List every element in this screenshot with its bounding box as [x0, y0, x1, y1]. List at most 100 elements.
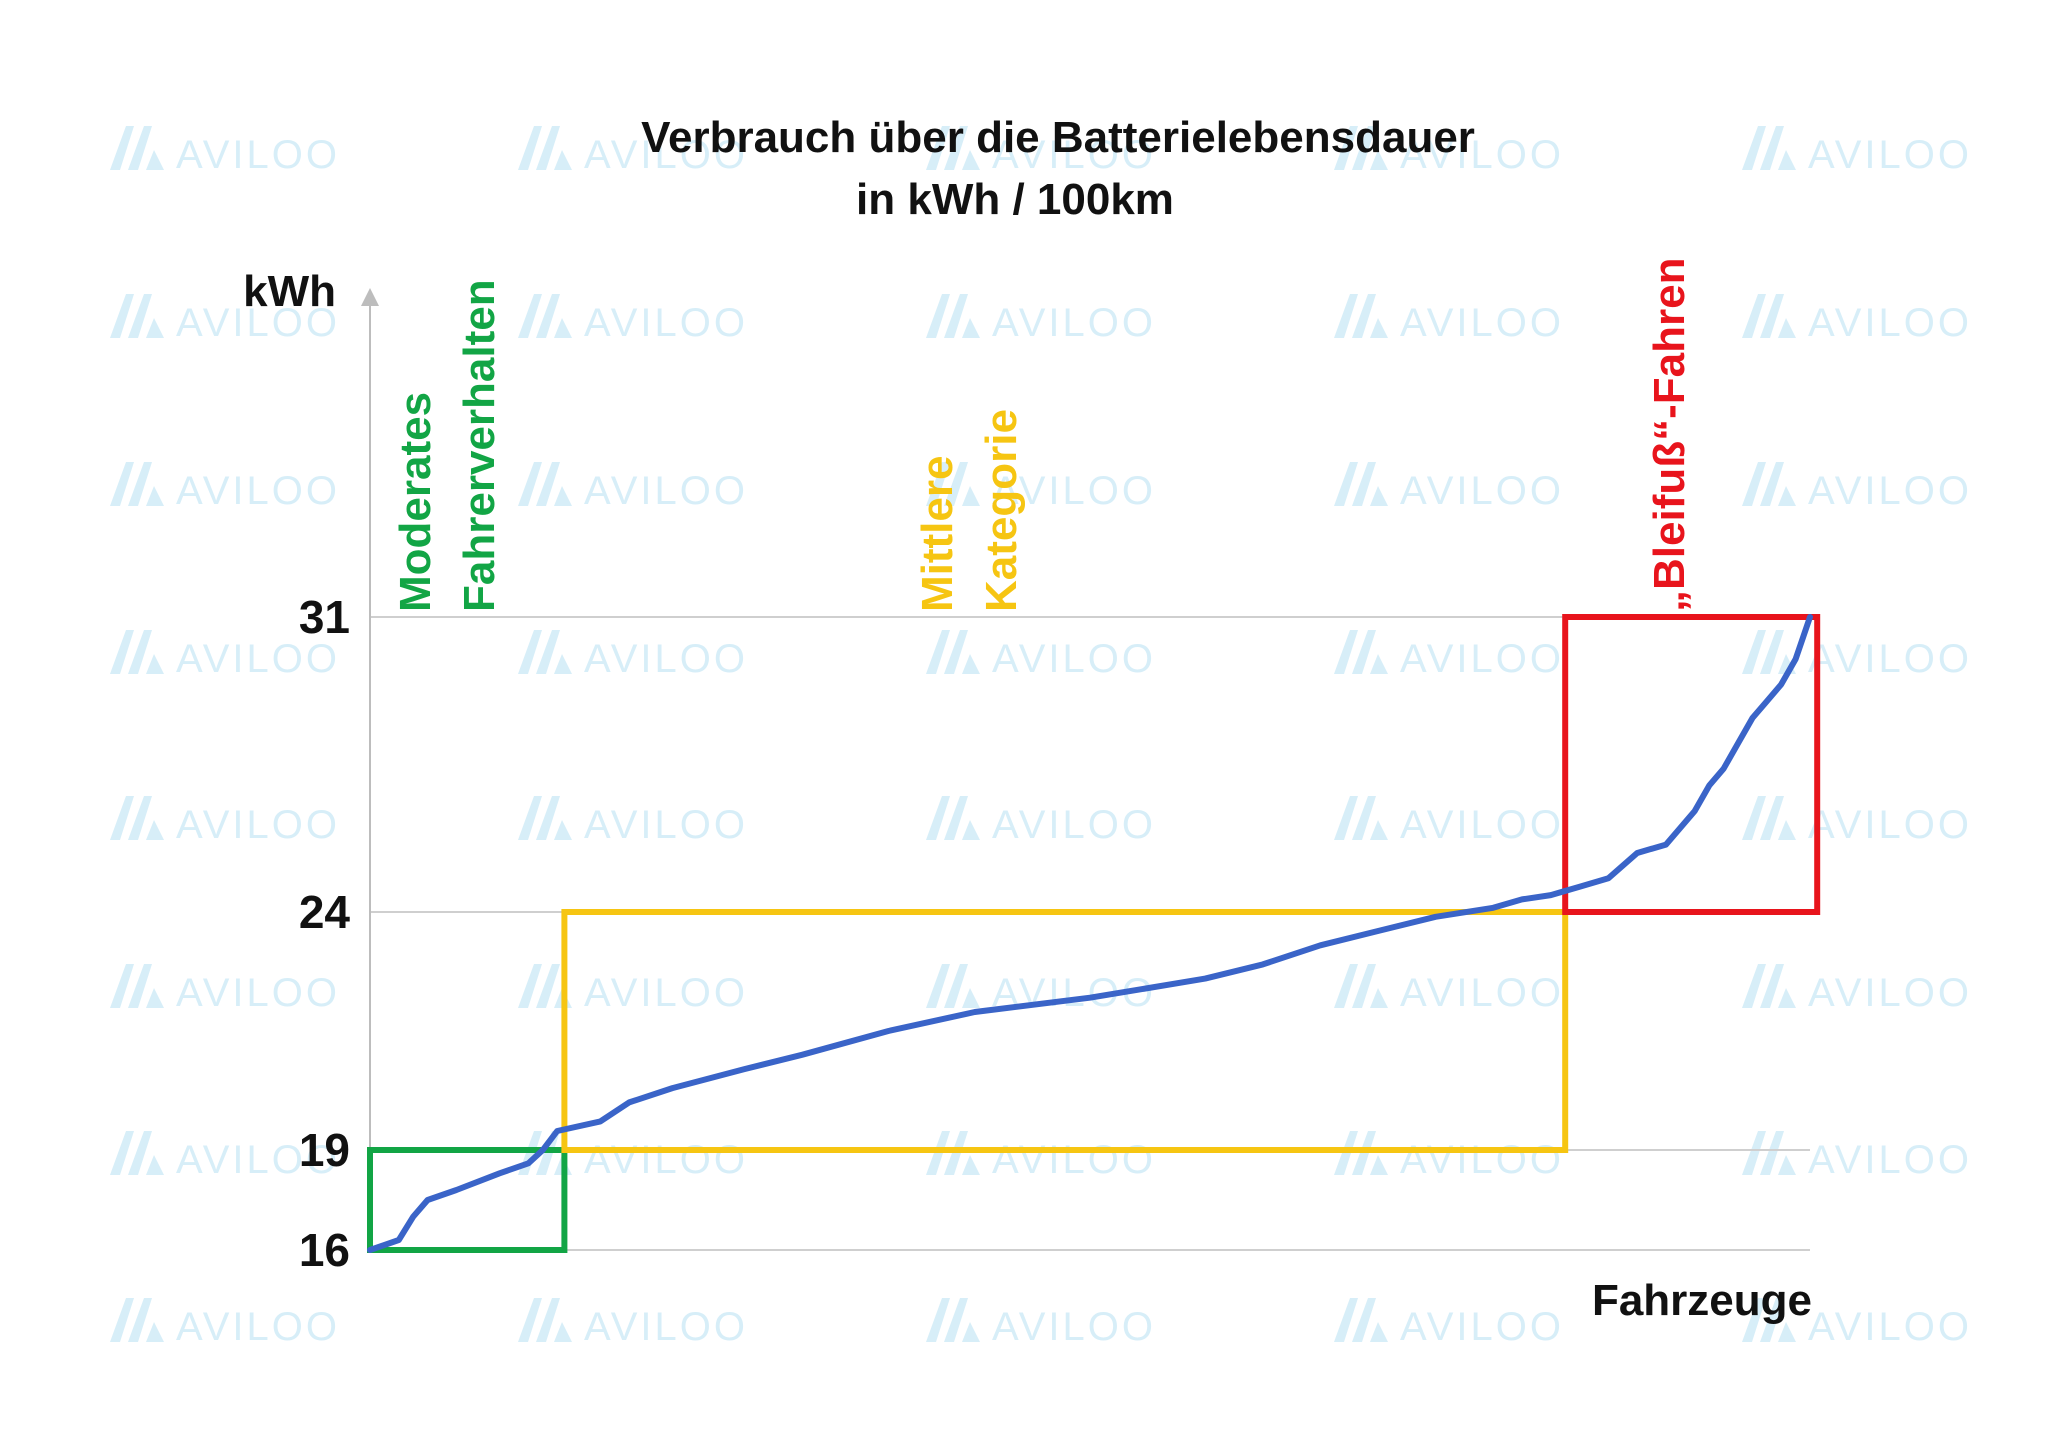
aviloo-logo-icon — [926, 630, 980, 674]
watermark: AVILOO — [110, 126, 340, 177]
watermark-text: AVILOO — [1400, 469, 1564, 513]
aviloo-logo-icon — [1742, 462, 1796, 506]
aviloo-logo-icon — [926, 1298, 980, 1342]
watermark-text: AVILOO — [176, 133, 340, 177]
watermark-text: AVILOO — [176, 971, 340, 1015]
aviloo-logo-icon — [110, 964, 164, 1008]
grid-layer — [361, 288, 1810, 1251]
aviloo-logo-icon — [926, 126, 980, 170]
watermark: AVILOO — [1334, 126, 1564, 177]
aviloo-logo-icon — [518, 462, 572, 506]
watermark-text: AVILOO — [1400, 803, 1564, 847]
watermark: AVILOO — [518, 462, 748, 513]
aviloo-logo-icon — [926, 462, 980, 506]
category-box-layer — [367, 614, 1821, 1253]
watermark-text: AVILOO — [1808, 301, 1972, 345]
watermark-text: AVILOO — [584, 803, 748, 847]
aviloo-logo-icon — [518, 294, 572, 338]
watermark-text: AVILOO — [584, 301, 748, 345]
watermark-text: AVILOO — [584, 971, 748, 1015]
watermark: AVILOO — [518, 294, 748, 345]
watermark: AVILOO — [1334, 964, 1561, 1015]
aviloo-logo-icon — [926, 294, 980, 338]
watermark: AVILOO — [1742, 294, 1972, 345]
watermark-text: AVILOO — [1400, 637, 1564, 681]
watermark-text: AVILOO — [584, 637, 748, 681]
watermark-text: AVILOO — [1400, 1305, 1564, 1349]
aviloo-logo-icon — [518, 1298, 572, 1342]
category-label-0-line-0: Moderates — [391, 392, 440, 612]
watermark-text: AVILOO — [176, 469, 340, 513]
category-label-1-line-1: Kategorie — [977, 409, 1026, 612]
aviloo-logo-icon — [1742, 796, 1796, 840]
aviloo-logo-icon — [1334, 796, 1388, 840]
watermark-text: AVILOO — [584, 469, 748, 513]
category-box-2 — [1562, 614, 1821, 915]
aviloo-logo-icon — [1334, 964, 1388, 1008]
watermark-text: AVILOO — [1400, 133, 1564, 177]
aviloo-logo-icon — [926, 796, 980, 840]
watermark-text: AVILOO — [992, 301, 1156, 345]
watermark: AVILOO — [1334, 294, 1564, 345]
aviloo-logo-icon — [110, 796, 164, 840]
watermark: AVILOO — [518, 964, 748, 1015]
watermark: AVILOO — [1742, 796, 1969, 847]
watermark-text: AVILOO — [176, 301, 340, 345]
aviloo-logo-icon — [110, 630, 164, 674]
aviloo-logo-icon — [1334, 294, 1388, 338]
aviloo-logo-icon — [110, 462, 164, 506]
y-tick-label: 16 — [299, 1224, 350, 1276]
aviloo-logo-icon — [110, 1298, 164, 1342]
watermark: AVILOO — [110, 294, 340, 345]
y-tick-label: 24 — [299, 886, 351, 938]
watermark-text: AVILOO — [1808, 637, 1972, 681]
aviloo-logo-icon — [1742, 294, 1796, 338]
series-layer — [367, 614, 1813, 1253]
watermark: AVILOO — [1742, 1131, 1972, 1182]
aviloo-logo-icon — [518, 630, 572, 674]
watermark: AVILOO — [110, 964, 340, 1015]
watermark-text: AVILOO — [176, 637, 340, 681]
x-axis-label: Fahrzeuge — [1592, 1276, 1812, 1325]
aviloo-logo-icon — [1334, 126, 1388, 170]
watermark: AVILOO — [926, 1298, 1156, 1349]
aviloo-logo-icon — [1334, 462, 1388, 506]
watermark: AVILOO — [518, 630, 748, 681]
watermark-text: AVILOO — [992, 469, 1156, 513]
chart-title-line-1: Verbrauch über die Batterielebensdauer — [641, 113, 1475, 162]
watermark: AVILOO — [926, 1131, 1153, 1182]
watermark-text: AVILOO — [1808, 1138, 1972, 1182]
watermark: AVILOO — [1334, 1131, 1564, 1182]
watermark-text: AVILOO — [1808, 133, 1972, 177]
aviloo-logo-icon — [1742, 1131, 1796, 1175]
watermark-text: AVILOO — [584, 1138, 748, 1182]
y-tick-label: 19 — [299, 1124, 350, 1176]
y-axis-label: kWh — [243, 267, 336, 316]
aviloo-logo-icon — [1334, 630, 1388, 674]
text-layer: Verbrauch über die Batterielebensdauer in… — [243, 113, 1812, 1325]
y-tick-label: 31 — [299, 591, 350, 643]
watermark-text: AVILOO — [992, 1305, 1156, 1349]
watermark: AVILOO — [926, 796, 1156, 847]
y-axis-arrow-icon — [361, 288, 379, 306]
watermark: AVILOO — [926, 294, 1156, 345]
aviloo-logo-icon — [518, 126, 572, 170]
watermark-text: AVILOO — [584, 133, 748, 177]
watermark-text: AVILOO — [992, 803, 1156, 847]
aviloo-logo-icon — [1334, 1298, 1388, 1342]
watermark: AVILOO — [1334, 630, 1564, 681]
category-box-0 — [367, 1147, 568, 1253]
watermark-text: AVILOO — [1808, 469, 1972, 513]
watermark-text: AVILOO — [1400, 301, 1564, 345]
watermark: AVILOO — [110, 1298, 337, 1349]
watermark-text: AVILOO — [992, 133, 1156, 177]
watermark: AVILOO — [518, 1131, 748, 1182]
aviloo-logo-icon — [1742, 630, 1796, 674]
aviloo-logo-icon — [110, 294, 164, 338]
watermark: AVILOO — [518, 1298, 745, 1349]
watermark-text: AVILOO — [1400, 1138, 1564, 1182]
aviloo-logo-icon — [1742, 964, 1796, 1008]
watermark-text: AVILOO — [176, 803, 340, 847]
aviloo-logo-icon — [518, 796, 572, 840]
